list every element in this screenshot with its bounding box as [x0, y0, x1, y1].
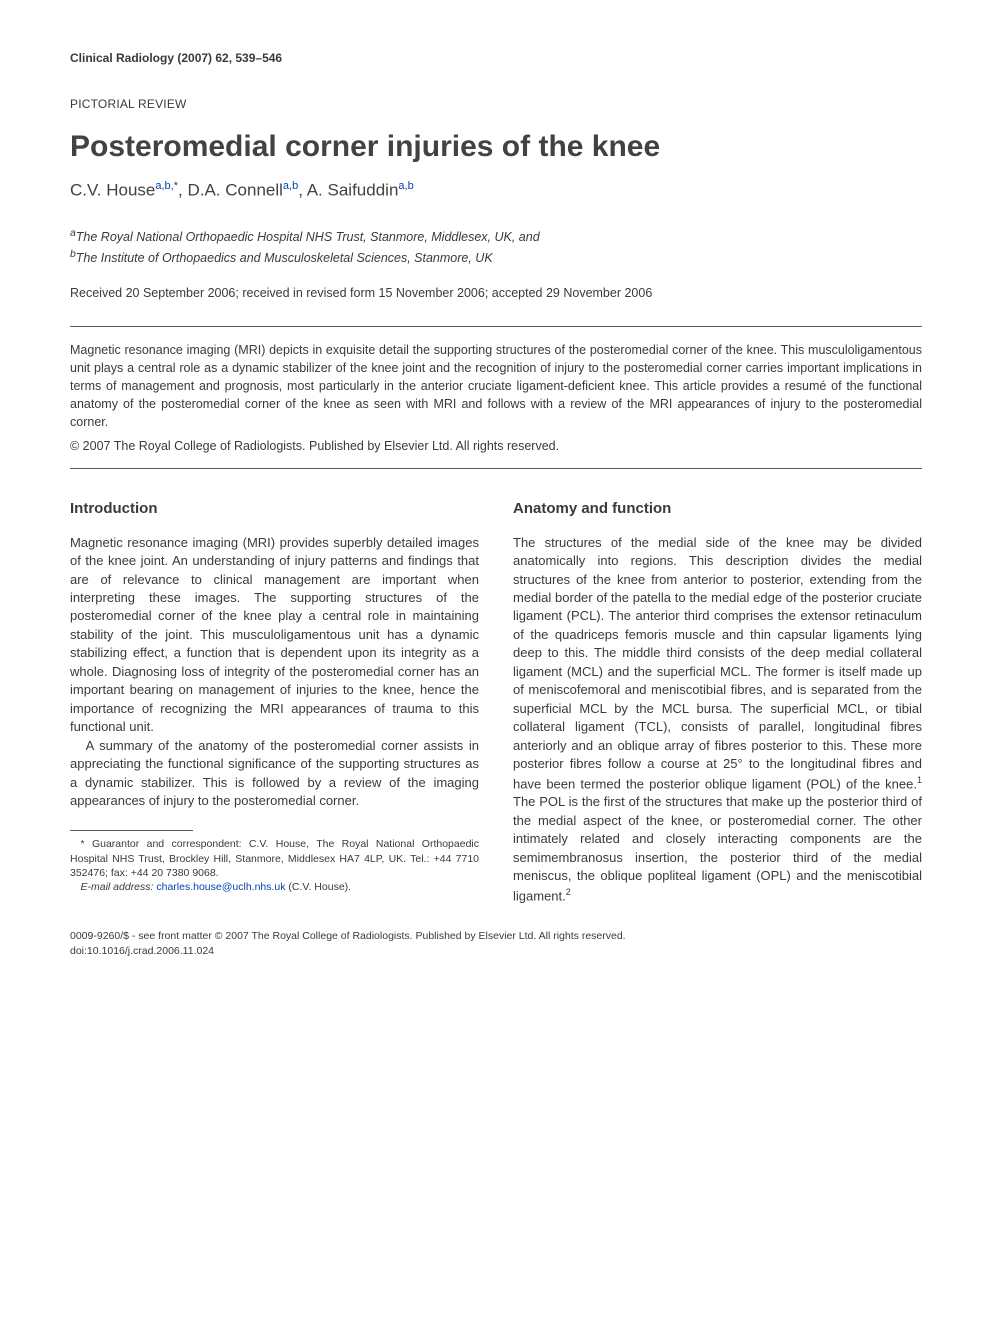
divider-bottom	[70, 468, 922, 469]
corresponding-marker: *	[174, 180, 178, 192]
footnote-email-link[interactable]: charles.house@uclh.nhs.uk	[156, 881, 285, 893]
page-footer: 0009-9260/$ - see front matter © 2007 Th…	[70, 929, 922, 957]
divider-top	[70, 326, 922, 327]
article-type: PICTORIAL REVIEW	[70, 96, 922, 112]
author-3-name: A. Saifuddin	[307, 181, 399, 200]
article-title: Posteromedial corner injuries of the kne…	[70, 130, 922, 165]
author-2-affiliation-link[interactable]: a,b	[283, 180, 298, 192]
author-1-name: C.V. House	[70, 181, 155, 200]
journal-header: Clinical Radiology (2007) 62, 539–546	[70, 50, 922, 66]
anatomy-body: The structures of the medial side of the…	[513, 534, 922, 906]
footer-line-2: doi:10.1016/j.crad.2006.11.024	[70, 944, 922, 958]
footnote-email-after: (C.V. House).	[286, 881, 352, 893]
anatomy-heading: Anatomy and function	[513, 499, 922, 519]
footer-line-1: 0009-9260/$ - see front matter © 2007 Th…	[70, 929, 922, 943]
author-3-affiliation-link[interactable]: a,b	[398, 180, 413, 192]
affiliations: aThe Royal National Orthopaedic Hospital…	[70, 226, 922, 267]
reference-2[interactable]: 2	[566, 887, 571, 897]
footnote-block: * Guarantor and correspondent: C.V. Hous…	[70, 837, 479, 894]
footnote-email-label: E-mail address:	[81, 881, 157, 893]
anatomy-paragraph-1b: The POL is the first of the structures t…	[513, 794, 922, 903]
affiliation-b-text: The Institute of Orthopaedics and Muscul…	[76, 251, 493, 265]
abstract-copyright: © 2007 The Royal College of Radiologists…	[70, 438, 922, 455]
intro-body: Magnetic resonance imaging (MRI) provide…	[70, 534, 479, 811]
footnote-guarantor: * Guarantor and correspondent: C.V. Hous…	[70, 837, 479, 880]
column-right: Anatomy and function The structures of t…	[513, 499, 922, 905]
author-list: C.V. Housea,b,*, D.A. Connella,b, A. Sai…	[70, 179, 922, 203]
intro-paragraph-1: Magnetic resonance imaging (MRI) provide…	[70, 535, 479, 735]
received-dates: Received 20 September 2006; received in …	[70, 285, 922, 302]
author-1-affiliation-link[interactable]: a,b,	[155, 180, 173, 192]
anatomy-paragraph-1a: The structures of the medial side of the…	[513, 535, 922, 791]
footnote-email-line: E-mail address: charles.house@uclh.nhs.u…	[70, 880, 479, 894]
affiliation-a: aThe Royal National Orthopaedic Hospital…	[70, 226, 922, 246]
column-left: Introduction Magnetic resonance imaging …	[70, 499, 479, 905]
reference-1[interactable]: 1	[917, 775, 922, 785]
body-columns: Introduction Magnetic resonance imaging …	[70, 499, 922, 905]
affiliation-a-text: The Royal National Orthopaedic Hospital …	[76, 231, 540, 245]
affiliation-b: bThe Institute of Orthopaedics and Muscu…	[70, 247, 922, 267]
abstract-text: Magnetic resonance imaging (MRI) depicts…	[70, 341, 922, 432]
intro-paragraph-2: A summary of the anatomy of the posterom…	[70, 737, 479, 811]
author-2-name: D.A. Connell	[187, 181, 282, 200]
intro-heading: Introduction	[70, 499, 479, 519]
footnote-divider	[70, 830, 193, 831]
